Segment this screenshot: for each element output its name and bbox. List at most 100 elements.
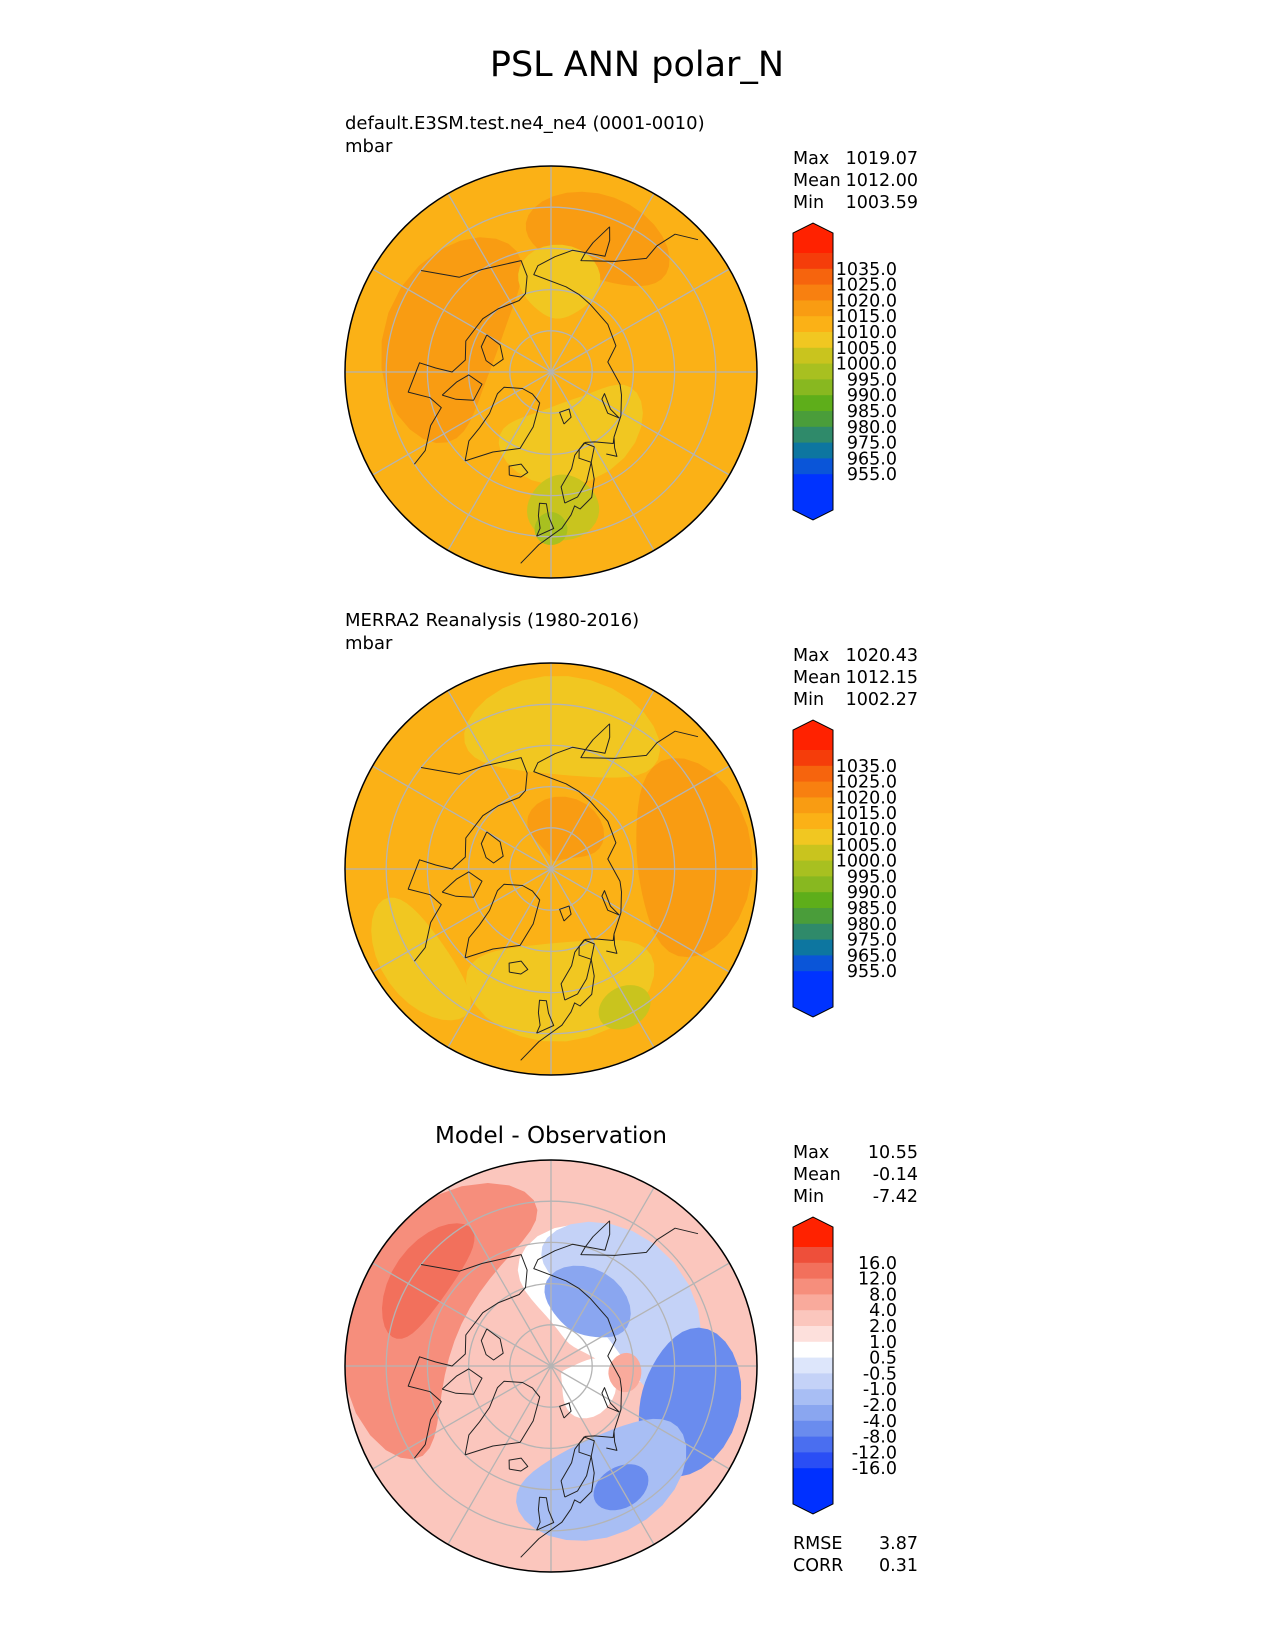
colorbar-band <box>793 1357 833 1374</box>
stat-label-min: Min <box>793 690 824 710</box>
coast-siberia <box>533 226 622 438</box>
colorbar-band <box>793 1262 833 1280</box>
colorbar-outline <box>792 222 834 521</box>
longitude-line <box>447 1365 552 1545</box>
stat-label-max: Max <box>793 1143 829 1163</box>
colorbar-band <box>793 1452 833 1469</box>
colorbar-tick-label: 1010.0 <box>836 820 897 840</box>
colorbar-tick-label: 1000.0 <box>836 355 897 375</box>
colorbar-tick-label: 995.0 <box>847 370 897 390</box>
map-boundary <box>344 165 758 579</box>
colorbar-tick-label: 2.0 <box>869 1317 897 1337</box>
stat-label-mean: Mean <box>793 1165 841 1185</box>
longitude-line <box>372 868 552 973</box>
panel-title: MERRA2 Reanalysis (1980-2016) <box>345 610 639 631</box>
colorbar-band <box>793 750 833 767</box>
contour-region <box>498 384 643 486</box>
coast-scandinavia <box>560 1436 595 1498</box>
longitude-line <box>550 1187 655 1367</box>
colorbar-band <box>793 923 833 941</box>
coast-kamchatka-asia <box>580 226 699 262</box>
colorbar-band <box>793 939 833 956</box>
colorbar: 16.012.08.04.02.01.00.5-0.5-1.0-2.0-4.0-… <box>792 1216 897 1515</box>
panel-2: MERRA2 Reanalysis (1980-2016)mbar Max 1020… <box>344 610 918 1076</box>
longitude-line <box>550 1262 730 1367</box>
colorbar-tick-label: 8.0 <box>869 1285 897 1305</box>
figure-title: PSL ANN polar_N <box>490 45 784 85</box>
coast-baffin-island <box>441 374 483 401</box>
coast-north-america <box>407 757 528 962</box>
colorbar-band <box>793 1389 833 1406</box>
colorbar-band <box>793 300 833 317</box>
coast-britain <box>536 502 555 537</box>
colorbar: 1035.01025.01020.01015.01010.01005.01000… <box>792 719 897 1018</box>
stat-label-mean: Mean <box>793 668 841 688</box>
colorbar-tick-label: -8.0 <box>863 1428 897 1448</box>
colorbar-band <box>793 1247 833 1264</box>
coast-svalbard <box>559 408 572 425</box>
stat-value-mean: 1012.15 <box>846 668 918 688</box>
coast-svalbard <box>559 1402 572 1419</box>
colorbar-band <box>793 908 833 925</box>
colorbar-band <box>793 1278 833 1295</box>
longitude-line <box>550 193 655 373</box>
colorbar-band <box>793 363 833 380</box>
longitude-line <box>550 371 655 551</box>
coast-north-america <box>407 1254 528 1459</box>
colorbar-outline <box>792 719 834 1018</box>
colorbar-tick-label: -1.0 <box>863 1380 897 1400</box>
coast-scandinavia <box>560 442 595 504</box>
colorbar-band <box>793 1341 833 1359</box>
colorbar-band <box>793 1294 833 1311</box>
colorbar-extend-min <box>793 987 833 1017</box>
colorbar-band <box>793 426 833 444</box>
longitude-line <box>447 371 552 551</box>
colorbar-band <box>793 781 833 798</box>
colorbar-band <box>793 892 833 909</box>
stat-value-mean: -0.14 <box>873 1165 918 1185</box>
map <box>345 663 757 1075</box>
contour-region <box>371 897 471 1021</box>
colorbar-extend-max <box>793 223 833 253</box>
colorbar-tick-label: 980.0 <box>847 418 897 438</box>
colorbar-tick-label: -12.0 <box>852 1443 897 1463</box>
colorbar-tick-label: 1020.0 <box>836 291 897 311</box>
colorbar-tick-label: 1025.0 <box>836 276 897 296</box>
coast-iceland <box>508 960 529 975</box>
colorbar-tick-label: 1005.0 <box>836 836 897 856</box>
stat-value-mean: 1012.00 <box>846 171 918 191</box>
stat-label-max: Max <box>793 646 829 666</box>
stat-value-max: 1019.07 <box>846 149 918 169</box>
colorbar-band <box>793 1420 833 1438</box>
coast-iceland <box>508 1457 529 1472</box>
stat-value-max: 10.55 <box>868 1143 918 1163</box>
panel-3: Model - Observation Max 10.55 Mean -0.14 Min -… <box>344 1123 918 1576</box>
coast-britain <box>536 1496 555 1531</box>
stat-value-min: -7.42 <box>873 1187 918 1207</box>
colorbar-band <box>793 860 833 877</box>
coast-kamchatka-asia <box>580 723 699 759</box>
colorbar-band <box>793 1468 833 1485</box>
colorbar-tick-label: -4.0 <box>863 1412 897 1432</box>
coast-greenland <box>464 386 541 462</box>
contour-region <box>464 676 660 778</box>
colorbar-extend-max <box>793 1217 833 1247</box>
longitude-line <box>550 868 730 973</box>
colorbar: 1035.01025.01020.01015.01010.01005.01000… <box>792 222 897 521</box>
coast-arctic-islands <box>480 831 504 864</box>
colorbar-tick-label: -0.5 <box>863 1364 897 1384</box>
stat-value-min: 1002.27 <box>846 690 918 710</box>
colorbar-band <box>793 1436 833 1453</box>
colorbar-tick-label: 975.0 <box>847 434 897 454</box>
colorbar-band <box>793 474 833 491</box>
colorbar-tick-label: 955.0 <box>847 465 897 485</box>
colorbar-tick-label: 0.5 <box>869 1349 897 1369</box>
colorbar-tick-label: 1020.0 <box>836 788 897 808</box>
map <box>345 1160 757 1572</box>
colorbar-tick-label: 1005.0 <box>836 339 897 359</box>
longitude-line <box>550 868 655 1048</box>
colorbar-tick-label: 12.0 <box>858 1270 897 1290</box>
stat-label-min: Min <box>793 1187 824 1207</box>
panel-units: mbar <box>345 633 393 654</box>
